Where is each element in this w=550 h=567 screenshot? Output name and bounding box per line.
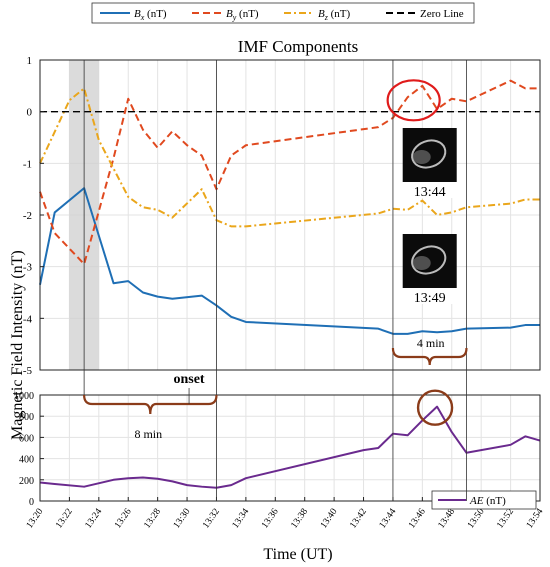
bottom-panel-series bbox=[39, 405, 541, 489]
x-tick-label: 13:44 bbox=[378, 507, 399, 531]
y-tick-label: 0 bbox=[27, 107, 33, 119]
ae-peak-circle bbox=[416, 389, 454, 426]
bottom-panel-grid bbox=[39, 394, 541, 502]
onset-label: onset bbox=[173, 372, 204, 387]
y-tick-label: 1000 bbox=[14, 391, 34, 402]
x-tick-label: 13:20 bbox=[25, 507, 46, 531]
y-tick-label: -1 bbox=[23, 158, 32, 170]
bottom-legend: AE (nT) bbox=[431, 490, 537, 510]
y-tick-label: 1 bbox=[27, 55, 33, 67]
x-tick-label: 13:42 bbox=[348, 507, 369, 531]
annotations: 13:44 13:49 4 min 8 min onset bbox=[83, 60, 468, 501]
top-legend: Bx (nT) By (nT) Bz (nT) Zero Line bbox=[91, 2, 475, 24]
image-label-bg bbox=[402, 182, 457, 198]
x-tick-label: 13:34 bbox=[231, 507, 252, 531]
x-tick-label: 13:30 bbox=[172, 507, 193, 531]
x-tick-label: 13:46 bbox=[407, 507, 428, 531]
y-tick-label: -4 bbox=[23, 313, 33, 325]
y-tick-label: 800 bbox=[19, 412, 34, 423]
y-axis-label: Magnetic Field Intensity (nT) bbox=[9, 250, 26, 440]
x-tick-label: 13:40 bbox=[319, 507, 340, 531]
series-line-z bbox=[39, 87, 540, 228]
aurora-image-2: 13:49 bbox=[402, 234, 457, 306]
y-tick-label: -5 bbox=[23, 365, 33, 377]
aurora-glow bbox=[412, 150, 431, 164]
y-tick-label: 200 bbox=[19, 476, 34, 487]
y-tick-label: -3 bbox=[23, 262, 33, 274]
legend-label: Bx (nT) bbox=[134, 8, 167, 22]
image-time-label: 13:49 bbox=[414, 291, 446, 306]
brace-4min bbox=[391, 347, 468, 366]
y-tick-label: 0 bbox=[29, 497, 34, 508]
chart-title: IMF Components bbox=[238, 37, 358, 56]
legend-box bbox=[431, 490, 537, 510]
y-tick-label: 400 bbox=[19, 455, 34, 466]
legend-label: By (nT) bbox=[226, 8, 259, 22]
x-tick-label: 13:54 bbox=[525, 507, 546, 531]
legend-label: Zero Line bbox=[420, 8, 464, 20]
series-line-x bbox=[39, 187, 540, 335]
peak-highlight-circle bbox=[386, 79, 441, 122]
legend-label: AE (nT) bbox=[469, 495, 506, 507]
series-line-y bbox=[39, 79, 540, 266]
legend-label: Bz (nT) bbox=[318, 8, 350, 22]
legend-box bbox=[91, 2, 475, 24]
x-tick-label: 13:24 bbox=[84, 507, 105, 531]
interval-4min-label: 4 min bbox=[417, 336, 445, 350]
y-tick-label: 600 bbox=[19, 433, 34, 444]
x-tick-label: 13:36 bbox=[260, 507, 281, 531]
x-tick-label: 13:32 bbox=[201, 507, 222, 531]
brace-8min bbox=[83, 394, 218, 415]
x-axis-label: Time (UT) bbox=[263, 546, 332, 563]
image-time-label: 13:44 bbox=[414, 185, 446, 200]
y-tick-label: -2 bbox=[23, 210, 32, 222]
interval-8min-label: 8 min bbox=[134, 427, 162, 441]
x-tick-label: 13:22 bbox=[54, 507, 75, 531]
x-tick-label: 13:28 bbox=[143, 507, 164, 531]
x-tick-label: 13:38 bbox=[290, 507, 311, 531]
top-panel-series bbox=[39, 79, 540, 335]
image-label-bg bbox=[402, 288, 457, 304]
x-tick-label: 13:52 bbox=[495, 507, 516, 531]
aurora-image-1: 13:44 bbox=[402, 128, 457, 200]
x-tick-label: 13:48 bbox=[437, 507, 458, 531]
bottom-panel-frame bbox=[39, 394, 541, 502]
x-tick-label: 13:50 bbox=[466, 507, 487, 531]
x-tick-label: 13:26 bbox=[113, 507, 134, 531]
aurora-oval bbox=[411, 245, 447, 275]
aurora-glow bbox=[412, 256, 431, 270]
aurora-oval bbox=[411, 139, 447, 169]
series-line-ae-nt- bbox=[39, 405, 541, 489]
